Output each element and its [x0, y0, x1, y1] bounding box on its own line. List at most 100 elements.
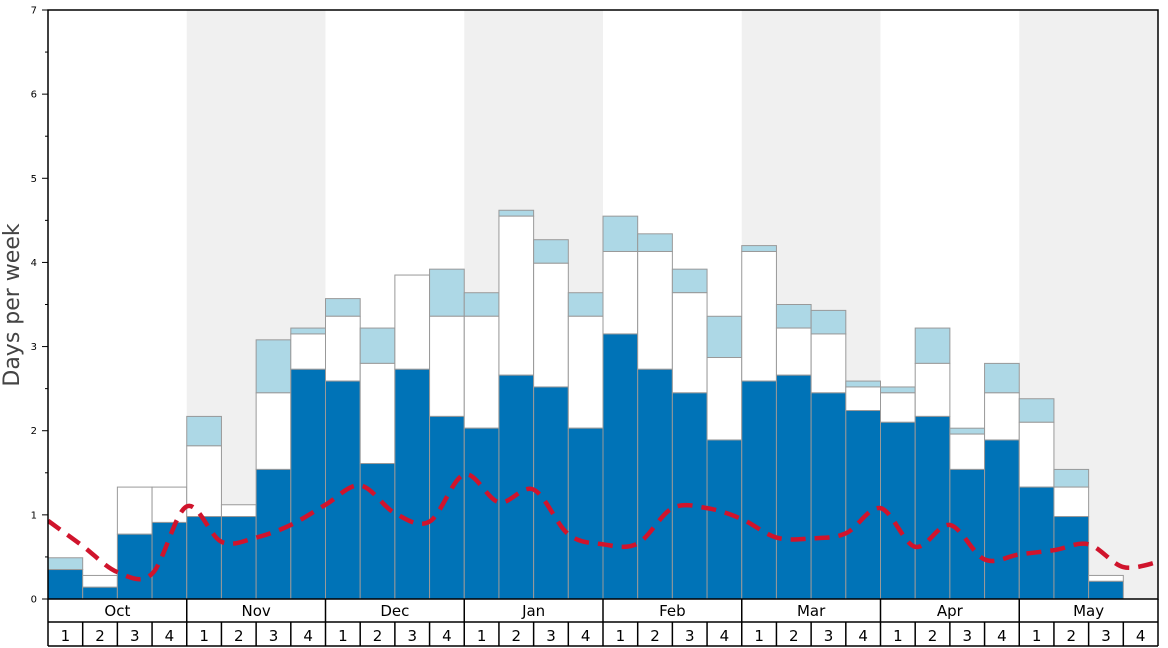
- bar-top-segment: [845, 380, 881, 388]
- bar-middle-segment: [602, 250, 639, 335]
- bar-bottom-segment: [429, 415, 465, 600]
- month-label: Oct: [104, 602, 130, 620]
- x-axis: Oct Nov Dec Jan Feb Mar Apr May 1 2 3 4 1 2 3 4 1 2 3 4 1 2 3 4…: [47, 599, 1159, 647]
- bar-bottom-segment: [290, 368, 326, 600]
- bar-bottom-segment: [1018, 486, 1055, 600]
- week-label: 2: [1067, 627, 1077, 645]
- bar-middle-segment: [394, 274, 431, 370]
- week-label: 2: [650, 627, 660, 645]
- week-label: 3: [407, 627, 417, 645]
- bar-top-segment: [290, 327, 326, 335]
- bar-middle-segment: [463, 315, 500, 429]
- bar-bottom-segment: [394, 368, 431, 600]
- month-label: Feb: [659, 602, 686, 620]
- month-label: Apr: [937, 602, 964, 620]
- bar-middle-segment: [637, 250, 673, 370]
- bar-middle-segment: [116, 486, 153, 535]
- week-label: 4: [165, 627, 175, 645]
- month-label: Dec: [380, 602, 409, 620]
- bar-middle-segment: [1053, 486, 1090, 518]
- bar-bottom-segment: [845, 410, 881, 600]
- bar-middle-segment: [1018, 421, 1055, 488]
- bar-middle-segment: [429, 315, 465, 417]
- bar-middle-segment: [567, 315, 604, 429]
- week-label: 3: [130, 627, 140, 645]
- week-label: 3: [962, 627, 972, 645]
- bars: [47, 209, 1124, 600]
- bar-middle-segment: [151, 486, 188, 523]
- week-label: 4: [858, 627, 868, 645]
- y-axis: 0 1 2 3 4 5 6 7: [31, 6, 48, 606]
- week-label: 3: [1101, 627, 1111, 645]
- bar-top-segment: [637, 233, 673, 252]
- bar-middle-segment: [255, 392, 292, 470]
- y-tick-label: 5: [31, 174, 37, 185]
- bar-bottom-segment: [671, 392, 708, 600]
- bar-bottom-segment: [706, 439, 743, 600]
- bar-middle-segment: [984, 392, 1020, 441]
- bar-top-segment: [255, 339, 292, 394]
- y-axis-label: Days per week: [0, 223, 25, 386]
- bar-middle-segment: [359, 362, 396, 465]
- bar-middle-segment: [498, 215, 535, 376]
- bar-top-segment: [1018, 398, 1055, 423]
- bar-middle-segment: [880, 392, 916, 423]
- week-label: 4: [997, 627, 1007, 645]
- week-label: 4: [1136, 627, 1146, 645]
- week-label: 1: [754, 627, 764, 645]
- week-label: 1: [199, 627, 209, 645]
- bar-top-segment: [984, 362, 1020, 394]
- y-tick-label: 1: [31, 510, 37, 521]
- bar-bottom-segment: [984, 439, 1020, 600]
- week-label: 4: [303, 627, 313, 645]
- week-label: 4: [720, 627, 730, 645]
- bar-middle-segment: [220, 504, 257, 518]
- bar-bottom-segment: [602, 333, 639, 600]
- bar-bottom-segment: [47, 569, 84, 600]
- bar-top-segment: [186, 415, 222, 447]
- bar-bottom-segment: [359, 463, 396, 600]
- bar-bottom-segment: [116, 533, 153, 600]
- bar-top-segment: [602, 215, 639, 252]
- y-tick-label: 0: [31, 595, 37, 606]
- bar-middle-segment: [706, 357, 743, 441]
- bar-bottom-segment: [82, 586, 118, 600]
- bar-middle-segment: [741, 250, 777, 382]
- bar-middle-segment: [533, 262, 569, 388]
- bar-bottom-segment: [1053, 516, 1090, 600]
- bar-bottom-segment: [949, 468, 986, 600]
- month-label: Mar: [797, 602, 826, 620]
- y-tick-label: 7: [31, 6, 37, 17]
- bar-middle-segment: [949, 433, 986, 470]
- bar-middle-segment: [671, 292, 708, 394]
- week-label: 3: [546, 627, 556, 645]
- bar-middle-segment: [775, 327, 812, 376]
- bar-top-segment: [359, 327, 396, 364]
- bar-bottom-segment: [220, 516, 257, 600]
- month-label: Nov: [241, 602, 270, 620]
- bar-top-segment: [429, 268, 465, 317]
- y-tick-label: 2: [31, 426, 37, 437]
- month-label: Jan: [521, 602, 545, 620]
- week-label: 2: [789, 627, 799, 645]
- bar-top-segment: [1053, 468, 1090, 488]
- bar-top-segment: [706, 315, 743, 359]
- week-label: 2: [95, 627, 105, 645]
- bar-middle-segment: [914, 362, 951, 417]
- bar-top-segment: [914, 327, 951, 364]
- bar-bottom-segment: [741, 380, 777, 600]
- bar-top-segment: [949, 427, 986, 435]
- bar-top-segment: [880, 386, 916, 394]
- week-label: 3: [685, 627, 695, 645]
- bar-bottom-segment: [1088, 580, 1124, 600]
- bar-bottom-segment: [463, 427, 500, 600]
- y-tick-label: 4: [31, 258, 37, 269]
- bar-middle-segment: [290, 333, 326, 370]
- average-line-layer: [48, 472, 1158, 582]
- week-label: 4: [581, 627, 591, 645]
- bar-middle-segment: [82, 574, 118, 588]
- week-label: 2: [373, 627, 383, 645]
- bar-middle-segment: [1088, 574, 1124, 582]
- bar-middle-segment: [845, 386, 881, 412]
